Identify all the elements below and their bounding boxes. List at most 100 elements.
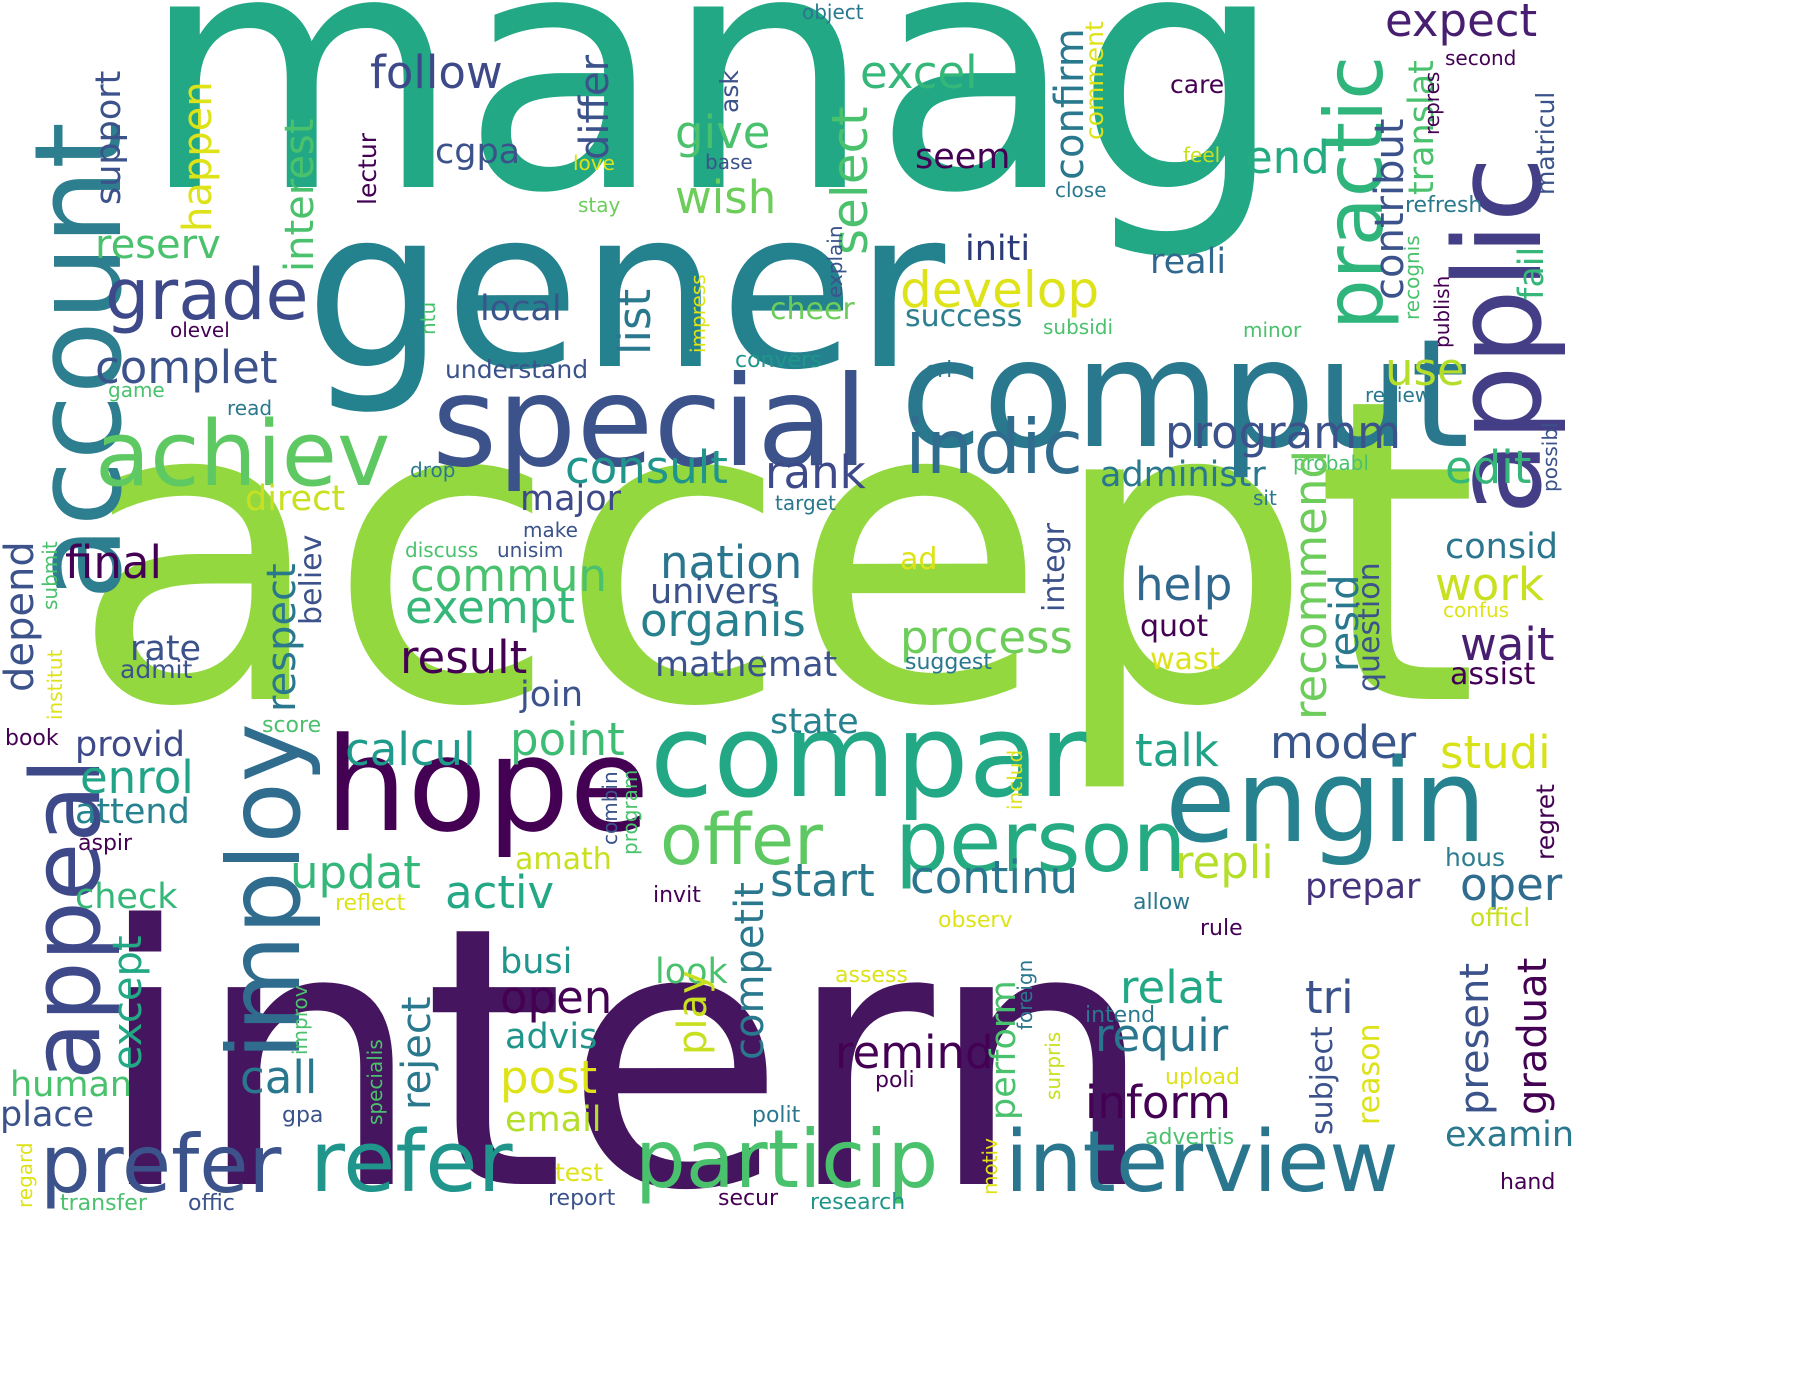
word-compar: compar xyxy=(650,690,1087,824)
word-engin: engin xyxy=(1165,735,1487,869)
word-discuss: discuss xyxy=(405,538,479,562)
word-exempt: exempt xyxy=(405,581,575,634)
word-activ: activ xyxy=(445,866,555,919)
word-attend: attend xyxy=(75,792,190,832)
word-research: research xyxy=(810,1190,906,1215)
word-differ: differ xyxy=(572,54,618,160)
word-play: play xyxy=(670,970,716,1055)
word-provid: provid xyxy=(75,725,185,765)
word-intern: intern xyxy=(95,850,1156,1269)
word-hope: hope xyxy=(325,709,650,861)
word-reason: reason xyxy=(1352,1023,1387,1125)
word-possibl: possibl xyxy=(1538,422,1562,492)
word-list: list xyxy=(608,288,661,355)
word-give: give xyxy=(675,106,771,159)
word-edit: edit xyxy=(1445,441,1532,494)
word-rate: rate xyxy=(130,629,202,669)
word-requir: requir xyxy=(1095,1009,1229,1062)
word-explain: explain xyxy=(823,225,847,298)
word-remind: remind xyxy=(835,1026,994,1079)
word-interest: interest xyxy=(277,118,323,272)
word-report: report xyxy=(548,1186,616,1211)
word-close: close xyxy=(1055,178,1107,202)
word-target: target xyxy=(775,491,836,515)
word-specialis: specialis xyxy=(363,1039,387,1125)
word-intend: intend xyxy=(1085,1003,1156,1028)
word-observ: observ xyxy=(938,908,1013,933)
word-review: review xyxy=(1365,383,1432,407)
word-cri: cri xyxy=(925,358,953,383)
word-rank: rank xyxy=(765,446,866,499)
word-gener: gener xyxy=(305,162,946,418)
word-manag: manag xyxy=(140,0,1285,265)
word-open: open xyxy=(500,971,613,1024)
word-combin: combin xyxy=(598,771,622,845)
word-excel: excel xyxy=(860,46,978,99)
word-ad: ad xyxy=(900,542,938,577)
word-transfer: transfer xyxy=(60,1191,147,1216)
word-depend: depend xyxy=(0,541,43,692)
word-amath: amath xyxy=(515,842,612,877)
word-base: base xyxy=(705,150,753,174)
word-person: person xyxy=(895,793,1187,892)
word-oper: oper xyxy=(1460,858,1563,911)
word-look: look xyxy=(655,952,728,992)
word-busi: busi xyxy=(500,942,573,982)
word-comput: comput xyxy=(900,308,1470,482)
word-make: make xyxy=(523,518,578,542)
word-officl: officl xyxy=(1470,903,1531,932)
word-start: start xyxy=(770,854,875,907)
word-fail: fail xyxy=(1512,246,1552,300)
word-seem: seem xyxy=(915,137,1011,177)
word-administr: administr xyxy=(1100,455,1266,495)
word-comment: comment xyxy=(1080,21,1109,140)
word-publish: publish xyxy=(1430,275,1454,348)
word-surpris: surpris xyxy=(1041,1031,1065,1100)
word-process: process xyxy=(900,611,1073,664)
word-test: test xyxy=(555,1158,604,1187)
word-confus: confus xyxy=(1443,598,1510,622)
word-consult: consult xyxy=(565,441,728,494)
word-grade: grade xyxy=(105,254,309,336)
word-understand: understand xyxy=(445,355,589,384)
word-secur: secur xyxy=(718,1186,779,1211)
word-aspir: aspir xyxy=(78,831,133,856)
word-work: work xyxy=(1435,558,1544,611)
word-read: read xyxy=(227,396,273,420)
word-post: post xyxy=(500,1051,598,1104)
word-recognis: recognis xyxy=(1400,235,1424,320)
word-refer: refer xyxy=(310,1113,513,1212)
word-invit: invit xyxy=(653,883,701,908)
word-upload: upload xyxy=(1165,1065,1240,1090)
word-expect: expect xyxy=(1385,0,1538,47)
word-success: success xyxy=(905,299,1023,334)
word-hous: hous xyxy=(1445,843,1506,872)
word-happen: happen xyxy=(175,81,221,232)
word-unisim: unisim xyxy=(497,538,564,562)
word-offer: offer xyxy=(660,799,823,881)
word-book: book xyxy=(5,726,59,751)
word-admit: admit xyxy=(120,655,193,684)
word-advis: advis xyxy=(505,1017,598,1057)
word-prepar: prepar xyxy=(1305,867,1421,907)
word-help: help xyxy=(1135,558,1233,611)
word-tri: tri xyxy=(1305,971,1354,1024)
word-object: object xyxy=(802,0,864,24)
word-organis: organis xyxy=(640,594,806,647)
word-inform: inform xyxy=(1085,1076,1231,1129)
word-programm: programm xyxy=(1165,406,1401,459)
word-complet: complet xyxy=(95,341,278,394)
word-present: present xyxy=(1452,962,1498,1115)
word-reserv: reserv xyxy=(95,222,221,268)
word-use: use xyxy=(1385,343,1465,396)
word-talk: talk xyxy=(1135,724,1219,777)
word-relat: relat xyxy=(1120,961,1223,1014)
word-assist: assist xyxy=(1450,657,1536,692)
word-examin: examin xyxy=(1445,1115,1575,1155)
word-wish: wish xyxy=(675,171,777,224)
word-state: state xyxy=(770,702,859,742)
word-final: final xyxy=(65,536,162,589)
word-includ: includ xyxy=(1003,749,1027,810)
word-game: game xyxy=(108,378,165,402)
word-subsidi: subsidi xyxy=(1043,315,1114,339)
